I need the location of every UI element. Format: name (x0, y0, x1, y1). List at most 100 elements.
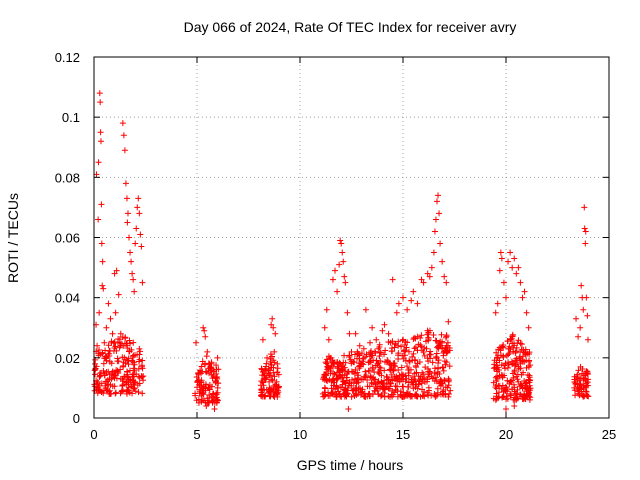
data-point (208, 359, 215, 366)
data-point (329, 390, 336, 397)
data-point (126, 234, 133, 241)
data-point (128, 258, 135, 265)
data-point (425, 365, 432, 372)
data-point (203, 369, 210, 376)
data-point (124, 210, 131, 217)
data-point (120, 362, 127, 369)
data-point (409, 353, 416, 360)
data-point (103, 324, 110, 331)
data-point (442, 334, 449, 341)
data-point (103, 354, 110, 361)
data-point (493, 366, 500, 373)
grid (94, 57, 609, 418)
data-point (435, 357, 442, 364)
data-point (370, 375, 377, 382)
data-point (138, 373, 145, 380)
data-point (398, 343, 405, 350)
data-point (523, 380, 530, 387)
data-point (331, 360, 338, 367)
data-point (200, 385, 207, 392)
data-point (325, 336, 332, 343)
data-point (509, 264, 516, 271)
data-point (420, 348, 427, 355)
data-point (99, 282, 106, 289)
data-point (582, 372, 589, 379)
data-point (343, 374, 350, 381)
data-point (441, 377, 448, 384)
data-point (369, 324, 376, 331)
data-point (352, 330, 359, 337)
data-point (381, 351, 388, 358)
data-point (202, 381, 209, 388)
data-point (527, 377, 534, 384)
data-point (434, 369, 441, 376)
data-point (399, 337, 406, 344)
data-point (395, 356, 402, 363)
data-point (125, 355, 132, 362)
data-point (368, 348, 375, 355)
data-point (583, 368, 590, 375)
data-point (110, 372, 117, 379)
data-point (580, 386, 587, 393)
data-point (385, 393, 392, 400)
data-point (123, 195, 130, 202)
data-point (123, 368, 130, 375)
data-point (94, 390, 101, 397)
data-point (445, 318, 452, 325)
data-point (266, 393, 273, 400)
data-point (441, 273, 448, 280)
data-point (446, 363, 453, 370)
data-point (132, 388, 139, 395)
data-point (577, 382, 584, 389)
data-point (364, 383, 371, 390)
data-point (363, 351, 370, 358)
data-point (351, 376, 358, 383)
data-point (521, 358, 528, 365)
data-point (413, 391, 420, 398)
data-point (400, 371, 407, 378)
data-point (439, 345, 446, 352)
data-point (496, 267, 503, 274)
data-point (434, 389, 441, 396)
data-point (415, 341, 422, 348)
x-tick-label: 10 (293, 427, 307, 442)
data-point (345, 405, 352, 412)
data-point (517, 340, 524, 347)
data-point (272, 330, 279, 337)
data-point (129, 358, 136, 365)
data-point (571, 379, 578, 386)
data-point (131, 361, 138, 368)
y-tick-label: 0.04 (55, 291, 80, 306)
data-point (348, 376, 355, 383)
data-point (127, 249, 134, 256)
data-point (412, 362, 419, 369)
data-point (406, 358, 413, 365)
x-tick-label: 5 (193, 427, 200, 442)
data-point (332, 267, 339, 274)
data-point (122, 335, 129, 342)
data-point (111, 344, 118, 351)
data-point (583, 294, 590, 301)
data-point (116, 336, 123, 343)
data-point (402, 347, 409, 354)
data-point (509, 361, 516, 368)
data-point (382, 347, 389, 354)
data-point (411, 376, 418, 383)
data-point (206, 385, 213, 392)
data-point (367, 359, 374, 366)
data-point (501, 365, 508, 372)
data-point (408, 297, 415, 304)
data-point (109, 330, 116, 337)
data-point (369, 352, 376, 359)
data-point (210, 390, 217, 397)
data-point (130, 377, 137, 384)
data-point (393, 373, 400, 380)
data-point (362, 368, 369, 375)
data-point (389, 393, 396, 400)
data-point (435, 192, 442, 199)
data-point (115, 370, 122, 377)
data-point (263, 360, 270, 367)
data-point (338, 240, 345, 247)
data-point (270, 369, 277, 376)
